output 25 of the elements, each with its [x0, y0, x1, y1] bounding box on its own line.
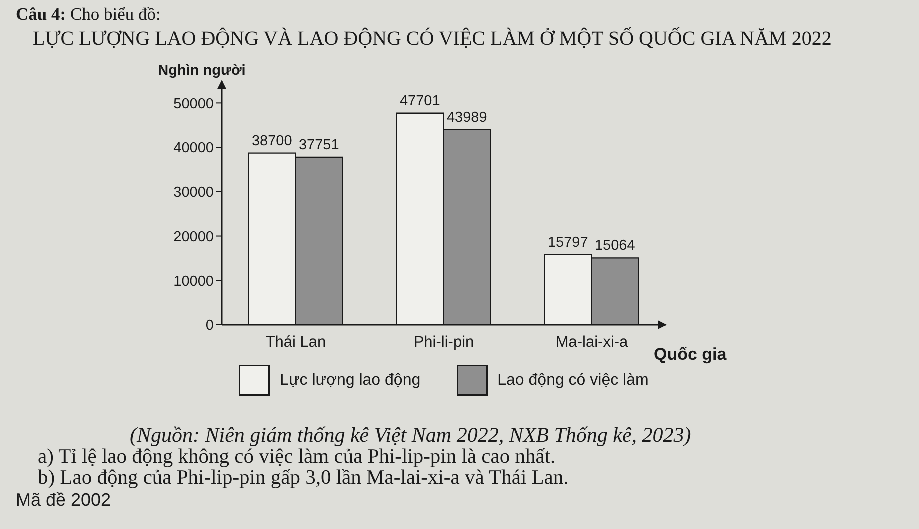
x-tick-label: Ma-lai-xi-a — [556, 334, 629, 352]
data-label: 15064 — [594, 238, 636, 254]
data-label: 38700 — [252, 133, 292, 150]
text: Mã đề 2002 — [16, 490, 112, 510]
text: a) Tỉ lệ lao động không có việc làm của Phi-lip-pin là cao nhất. — [38, 446, 556, 468]
legend-label: Lao động có việc làm — [498, 372, 649, 390]
x-axis-title: Quốc gia — [654, 345, 728, 364]
text: b) Lao động của Phi-lip-pin gấp 3,0 lần Ma-lai-xi-a và Thái Lan. — [38, 467, 569, 489]
x-tick-label: Phi-li-pin — [414, 334, 474, 352]
text: Câu 4: Cho biểu đồ: — [16, 4, 161, 24]
y-axis-title: Nghìn người — [158, 63, 246, 79]
chart-title: LỰC LƯỢNG LAO ĐỘNG VÀ LAO ĐỘNG CÓ VIỆC LÀM Ở MỘT SỐ QUỐC GIA NĂM 2022 — [33, 28, 832, 51]
y-tick-label: 20000 — [174, 229, 214, 246]
data-label: 37751 — [298, 138, 340, 154]
y-tick-label: 40000 — [174, 140, 214, 157]
legend-label: Lực lượng lao động — [280, 372, 421, 390]
x-tick-label: Thái Lan — [266, 334, 326, 352]
data-label: 47701 — [400, 93, 440, 110]
y-tick-label: 10000 — [174, 274, 214, 290]
y-tick-label: 50000 — [174, 96, 214, 112]
y-tick-label: 30000 — [174, 185, 214, 202]
data-label: 43989 — [446, 110, 488, 126]
y-tick-label: 0 — [206, 318, 214, 334]
data-label: 15797 — [548, 234, 588, 251]
text: (Nguồn: Niên giám thống kê Việt Nam 2022, NXB Thống kê, 2023) — [130, 423, 692, 447]
